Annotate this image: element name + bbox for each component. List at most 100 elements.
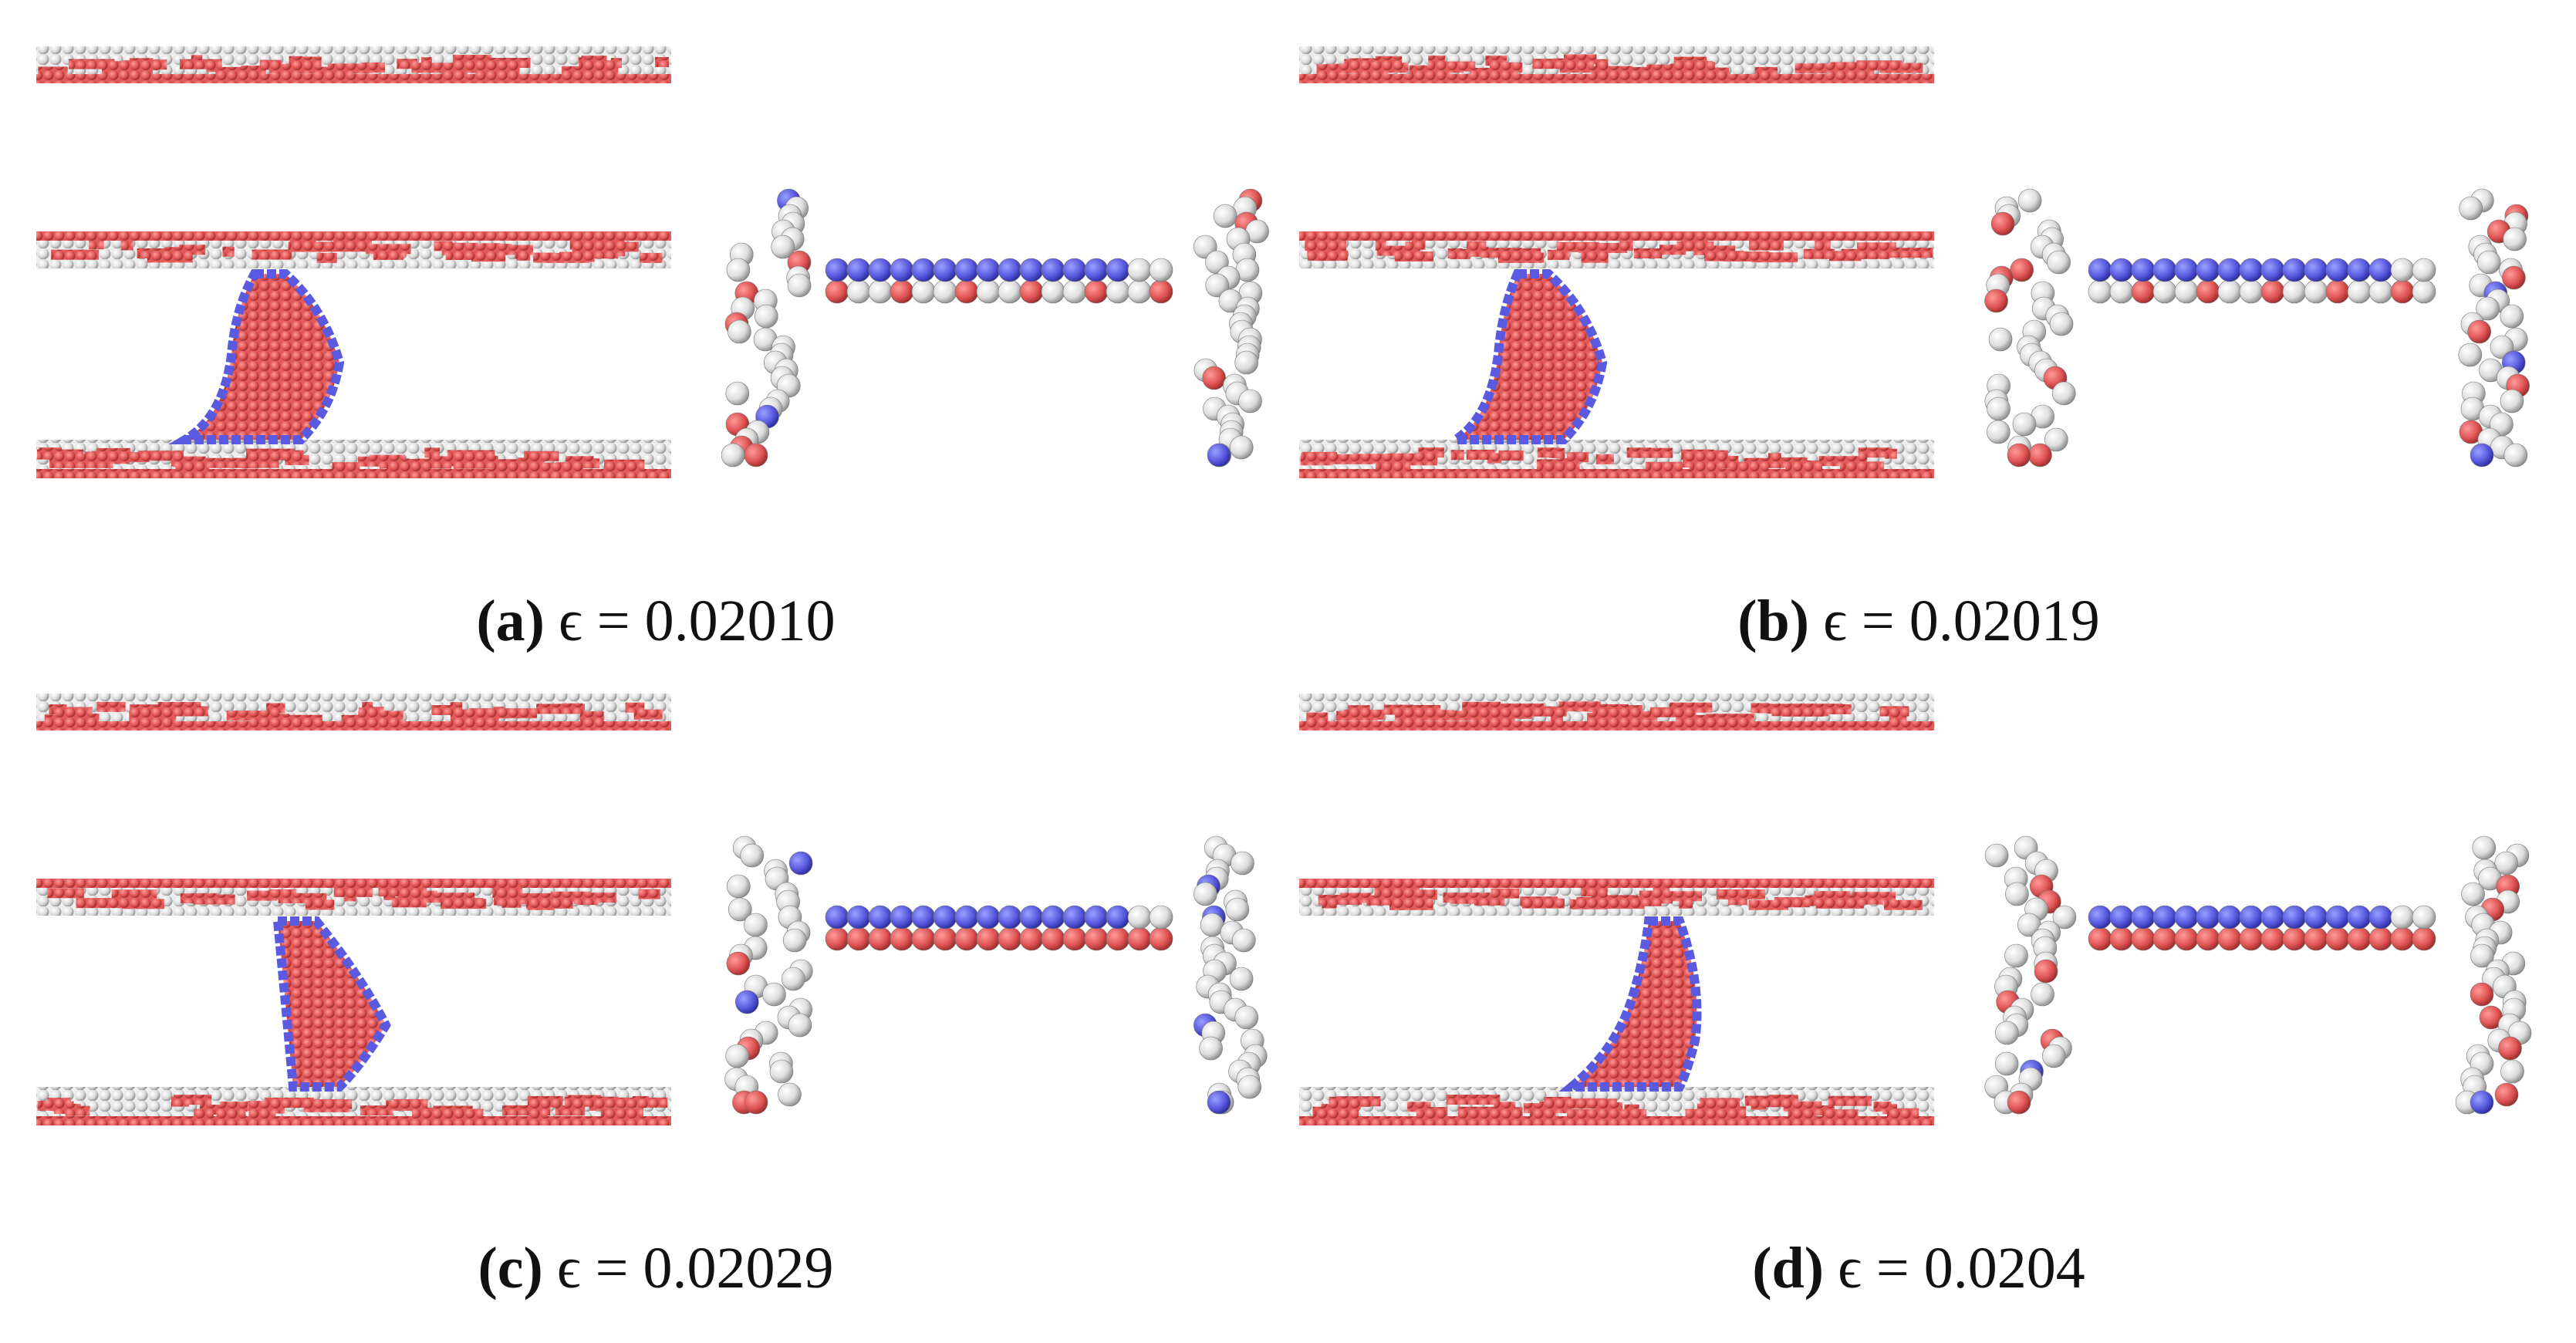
atom xyxy=(2325,905,2350,930)
atom xyxy=(911,258,936,282)
atom xyxy=(2390,258,2415,282)
atom xyxy=(2174,258,2199,282)
slab-red-patch xyxy=(1537,459,1580,470)
slab-red-patch xyxy=(1700,1098,1740,1108)
slab-red-patch xyxy=(1603,1108,1647,1119)
atom xyxy=(1084,279,1109,304)
slab-red-patch xyxy=(319,241,367,252)
slab-red-patch xyxy=(1485,56,1507,66)
slab-red-patch xyxy=(566,456,594,467)
atom xyxy=(2131,258,2156,282)
slab-red-patch xyxy=(451,713,495,724)
atom xyxy=(1229,435,1254,460)
slab-red-patch xyxy=(1657,893,1673,904)
slab-red-patch xyxy=(1318,894,1362,905)
slab-red-patch xyxy=(1569,899,1608,909)
slab-red-patch xyxy=(67,457,113,468)
slab-red-patch xyxy=(1549,447,1565,458)
atom xyxy=(1084,258,1109,282)
slab-red-patch xyxy=(333,886,373,897)
slab-red-patch xyxy=(206,62,220,73)
slab-red-patch xyxy=(1330,454,1373,464)
slab-red-patch xyxy=(266,703,285,714)
atom xyxy=(1990,211,2015,236)
slab-red-patch xyxy=(1768,453,1781,464)
atom xyxy=(1200,913,1224,937)
slab-red-layer xyxy=(36,1116,671,1125)
slab-red-patch xyxy=(1706,714,1754,724)
slab-red-patch xyxy=(403,895,421,906)
atom xyxy=(2503,443,2528,467)
atom xyxy=(911,926,936,951)
slab-red-patch xyxy=(275,65,299,76)
slab-red-patch xyxy=(1416,1107,1448,1118)
molecule xyxy=(724,835,1268,1115)
slab-red-patch xyxy=(1783,1101,1822,1112)
slab-red-patch xyxy=(1306,712,1329,723)
slab-red-patch xyxy=(173,1095,212,1105)
atom xyxy=(1106,926,1130,951)
atom xyxy=(976,279,1001,304)
atom xyxy=(2325,279,2350,304)
atom xyxy=(1995,1021,2019,1045)
slab-red-patch xyxy=(528,1106,549,1117)
atom xyxy=(1149,279,1173,304)
slab-red-patch xyxy=(129,711,177,722)
caption-text: ϵ = 0.02010 xyxy=(559,589,836,653)
atom xyxy=(1234,350,1259,375)
slab-red-patch xyxy=(1633,248,1663,258)
atom xyxy=(721,443,745,467)
slab-red-patch xyxy=(447,450,495,461)
slab-red-patch xyxy=(1828,1095,1872,1106)
caption: (b) ϵ = 0.02019 xyxy=(1737,589,2100,653)
atom xyxy=(744,443,768,467)
atom xyxy=(778,1082,802,1107)
slab-red-patch xyxy=(1619,241,1633,251)
atom xyxy=(2196,258,2220,282)
slab-red-patch xyxy=(157,701,201,712)
slab-red-layer xyxy=(36,879,671,888)
atom xyxy=(846,905,871,930)
atom xyxy=(1225,897,1250,922)
atom xyxy=(2152,279,2177,304)
atom xyxy=(2010,258,2034,282)
atom xyxy=(890,905,914,930)
slab-red-patch xyxy=(1681,449,1714,460)
slab-red-patch xyxy=(289,240,316,251)
slab-red-patch xyxy=(306,896,321,907)
atom xyxy=(2217,279,2242,304)
atom xyxy=(782,928,807,953)
slab-red-patch xyxy=(38,66,68,77)
slab-red-patch xyxy=(562,66,607,76)
slab-red-patch xyxy=(1879,62,1923,73)
atom xyxy=(2503,227,2527,251)
slab xyxy=(36,231,671,268)
slab-red-patch xyxy=(267,1097,314,1108)
slab-red-patch xyxy=(1450,248,1470,259)
slab-red-patch xyxy=(501,897,522,908)
atom xyxy=(868,905,893,930)
slab-red-patch xyxy=(276,450,304,461)
atom xyxy=(2239,926,2264,951)
slab-red-layer xyxy=(1299,879,1934,888)
atom xyxy=(2282,258,2307,282)
slab xyxy=(1299,693,1934,731)
slab-red-patch xyxy=(1375,461,1411,472)
atom xyxy=(2109,926,2134,951)
slab-red-patch xyxy=(190,893,218,903)
atom xyxy=(788,1013,812,1038)
slab-red-patch xyxy=(215,66,243,77)
slab-red-patch xyxy=(1470,1107,1503,1118)
slab-red-patch xyxy=(44,714,75,725)
atom xyxy=(933,905,957,930)
atom xyxy=(2476,296,2500,321)
slab-red-patch xyxy=(191,55,203,66)
slab-red-patch xyxy=(424,447,441,458)
atom xyxy=(1127,905,1152,930)
atom xyxy=(2390,905,2415,930)
atom xyxy=(1231,928,1256,953)
atom xyxy=(1987,420,2010,444)
atom xyxy=(1041,279,1065,304)
atom xyxy=(890,258,914,282)
